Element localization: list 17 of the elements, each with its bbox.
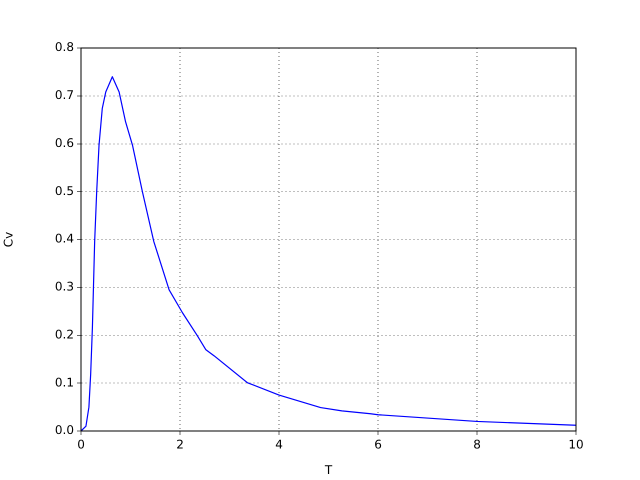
y-tick-label: 0.6 <box>54 136 74 150</box>
x-tick-label: 10 <box>568 437 584 452</box>
y-tick-label: 0.4 <box>54 232 74 246</box>
x-tick-label: 4 <box>275 437 283 452</box>
y-tick-label: 0.3 <box>54 280 74 294</box>
y-tick-label: 0.5 <box>54 184 74 198</box>
y-tick-label: 0.0 <box>54 423 74 438</box>
x-tick-label: 2 <box>176 437 184 452</box>
x-tick-label: 6 <box>374 437 382 452</box>
y-axis-title: Cv <box>1 232 16 248</box>
y-tick-label: 0.1 <box>54 375 74 390</box>
x-axis-title: T <box>324 462 333 477</box>
x-tick-label: 0 <box>77 437 85 452</box>
y-tick-label: 0.8 <box>54 40 74 54</box>
y-tick-label: 0.7 <box>54 88 74 102</box>
x-tick-label: 8 <box>473 437 481 452</box>
y-tick-label: 0.2 <box>54 327 74 342</box>
